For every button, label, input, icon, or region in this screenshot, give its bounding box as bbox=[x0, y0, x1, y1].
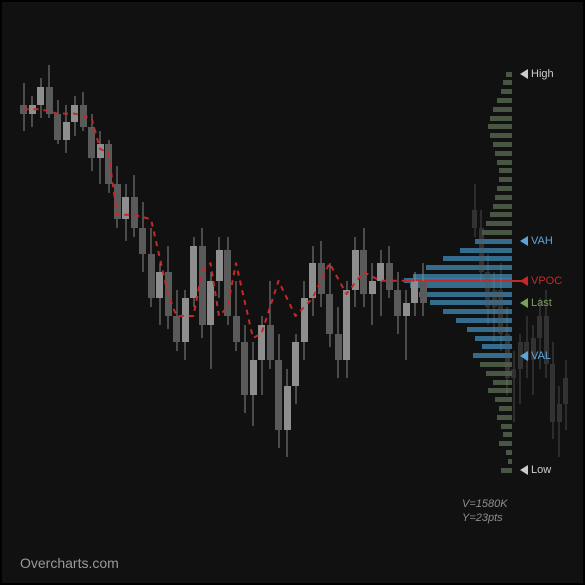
volume-profile-bar bbox=[490, 133, 512, 138]
marker-arrow-icon bbox=[520, 69, 528, 79]
volume-profile-bar bbox=[499, 406, 512, 411]
marker-arrow-icon bbox=[520, 298, 528, 308]
volume-profile-bar bbox=[497, 186, 512, 191]
marker-label: VAH bbox=[531, 235, 553, 247]
volume-profile-bar bbox=[497, 98, 512, 103]
chart-frame: High VAH VPOC Last VAL Low V=1580K Y=23pts Ov… bbox=[0, 0, 585, 585]
marker-arrow-icon bbox=[520, 351, 528, 361]
volume-profile-bar bbox=[482, 230, 512, 235]
volume-profile-bar bbox=[493, 142, 512, 147]
volume-profile-bar bbox=[460, 248, 512, 253]
volume-profile-bar bbox=[488, 388, 512, 393]
marker-vpoc: VPOC bbox=[520, 275, 562, 287]
volume-profile-bar bbox=[503, 80, 512, 85]
volume-profile-bar bbox=[495, 397, 512, 402]
marker-vah: VAH bbox=[520, 235, 553, 247]
volume-profile-bar bbox=[467, 327, 512, 332]
volume-profile-bar bbox=[495, 195, 512, 200]
marker-label: VAL bbox=[531, 350, 551, 362]
volume-profile-bar bbox=[503, 432, 512, 437]
volume-profile-bar bbox=[501, 89, 512, 94]
volume-profile-bar bbox=[508, 459, 512, 464]
marker-label: Last bbox=[531, 297, 552, 309]
volume-profile-bar bbox=[499, 441, 512, 446]
marker-low: Low bbox=[520, 464, 551, 476]
yield-stat: Y=23pts bbox=[462, 511, 508, 525]
volume-profile-bar bbox=[486, 221, 512, 226]
marker-arrow-icon bbox=[520, 236, 528, 246]
marker-last: Last bbox=[520, 297, 552, 309]
volume-profile-bar bbox=[501, 424, 512, 429]
marker-val: VAL bbox=[520, 350, 551, 362]
marker-high: High bbox=[520, 68, 554, 80]
volume-profile-bar bbox=[493, 107, 512, 112]
volume-profile-bar bbox=[497, 415, 512, 420]
volume-profile-bar bbox=[499, 168, 512, 173]
candlestick-volume-profile-chart[interactable]: High VAH VPOC Last VAL Low bbox=[2, 2, 583, 583]
volume-profile-bar bbox=[501, 468, 512, 473]
volume-profile-bar bbox=[497, 160, 512, 165]
volume-profile-bar bbox=[490, 212, 512, 217]
volume-profile-bar bbox=[499, 177, 512, 182]
volume-profile-bar bbox=[443, 256, 512, 261]
volume-profile-bar bbox=[490, 116, 512, 121]
volume-profile-bar bbox=[456, 318, 512, 323]
marker-arrow-icon bbox=[520, 276, 528, 286]
marker-label: High bbox=[531, 68, 554, 80]
volume-profile-bar bbox=[488, 124, 512, 129]
watermark-label: Overcharts.com bbox=[20, 555, 119, 571]
volume-profile-bar bbox=[493, 204, 512, 209]
volume-profile-bar bbox=[495, 151, 512, 156]
marker-label: Low bbox=[531, 464, 551, 476]
volume-profile-bar bbox=[493, 380, 512, 385]
volume-stat: V=1580K bbox=[462, 497, 508, 511]
volume-profile-bar bbox=[506, 450, 512, 455]
marker-arrow-icon bbox=[520, 465, 528, 475]
marker-label: VPOC bbox=[531, 275, 562, 287]
volume-profile-bar bbox=[506, 72, 512, 77]
footer-stats: V=1580K Y=23pts bbox=[462, 497, 508, 525]
